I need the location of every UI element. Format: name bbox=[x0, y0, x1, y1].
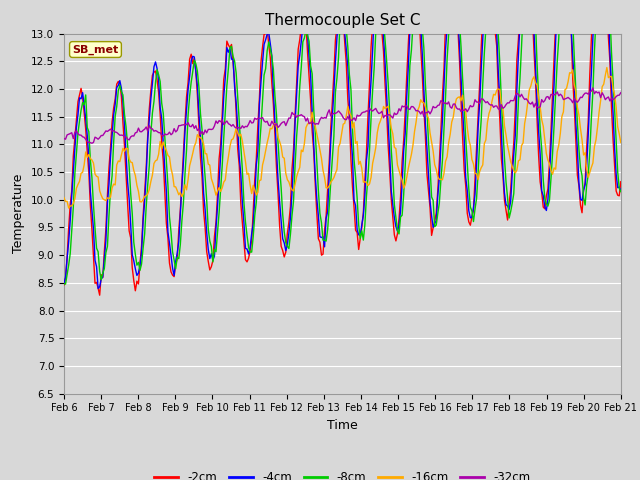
Y-axis label: Temperature: Temperature bbox=[12, 174, 26, 253]
Title: Thermocouple Set C: Thermocouple Set C bbox=[265, 13, 420, 28]
Legend: -2cm, -4cm, -8cm, -16cm, -32cm: -2cm, -4cm, -8cm, -16cm, -32cm bbox=[150, 466, 535, 480]
X-axis label: Time: Time bbox=[327, 419, 358, 432]
Text: SB_met: SB_met bbox=[72, 44, 118, 55]
